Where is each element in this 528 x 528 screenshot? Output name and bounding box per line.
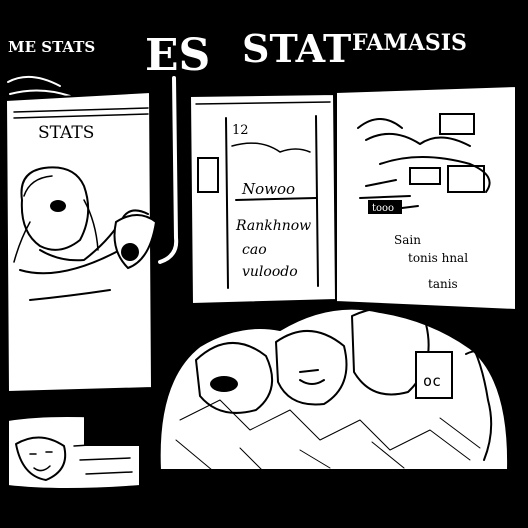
raised-hand — [461, 329, 493, 461]
right-board: tooo Sain tonis hnal tanis — [335, 84, 517, 312]
crowd-head-2 — [275, 329, 348, 406]
board-tag: tooo — [372, 203, 394, 214]
crowd-mask — [415, 351, 453, 399]
board-line-2: tonis hnal — [408, 251, 468, 265]
pointer-stick — [158, 76, 179, 264]
crowd: oc — [158, 306, 510, 471]
board-line-1: Sain — [394, 233, 421, 247]
whiteboard-scribble-3: cao — [242, 242, 267, 258]
board-line-3: tanis — [428, 277, 458, 291]
banner-right-text: FAMASIS — [352, 30, 467, 56]
board-tag-bg — [368, 200, 402, 214]
crowd-mask-label: oc — [423, 372, 441, 390]
left-panel: STATS — [4, 90, 158, 394]
banner-mid-text-1: ES — [145, 30, 210, 81]
presenter-figure — [13, 166, 149, 301]
banner-doodle — [7, 75, 71, 97]
center-whiteboard: 12 Nowoo Rankhnow cao vuloodo — [188, 92, 338, 306]
whiteboard-scribble-4: vuloodo — [242, 264, 298, 280]
banner-left-text: ME STATS — [8, 38, 95, 56]
board-doodles — [357, 113, 491, 199]
crowd-head-1 — [195, 342, 273, 414]
whiteboard-scribble-1: Nowoo — [241, 180, 295, 198]
whiteboard-number: 12 — [232, 123, 249, 138]
left-panel-label: STATS — [38, 123, 94, 143]
banner-mid-text-2: STAT — [242, 26, 351, 71]
desk-shadow — [84, 416, 150, 446]
whiteboard-scribble-2: Rankhnow — [235, 218, 311, 234]
